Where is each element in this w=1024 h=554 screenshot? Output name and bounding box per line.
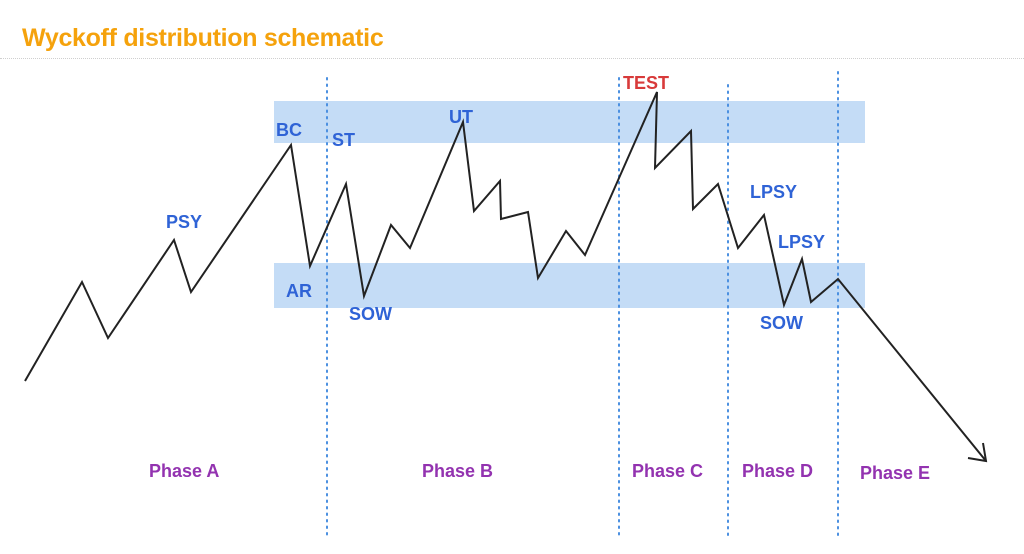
page-title: Wyckoff distribution schematic	[22, 24, 384, 52]
event-label-sow-2: SOW	[760, 313, 803, 333]
resistance-band	[274, 101, 865, 143]
event-label-ut: UT	[449, 107, 473, 127]
event-label-lpsy-2: LPSY	[778, 232, 825, 252]
phase-label-e: Phase E	[860, 463, 930, 483]
event-label-bc: BC	[276, 120, 302, 140]
arrow-head-icon	[967, 442, 988, 463]
event-label-ar: AR	[286, 281, 312, 301]
event-label-sow-1: SOW	[349, 304, 392, 324]
event-label-lpsy-1: LPSY	[750, 182, 797, 202]
phase-label-b: Phase B	[422, 461, 493, 481]
event-label-test: TEST	[623, 73, 669, 93]
phase-label-a: Phase A	[149, 461, 219, 481]
phase-label-d: Phase D	[742, 461, 813, 481]
event-label-st: ST	[332, 130, 355, 150]
title-divider	[0, 58, 1024, 59]
event-label-psy: PSY	[166, 212, 202, 232]
price-path	[24, 91, 987, 462]
phase-label-c: Phase C	[632, 461, 703, 481]
support-band	[274, 263, 865, 308]
